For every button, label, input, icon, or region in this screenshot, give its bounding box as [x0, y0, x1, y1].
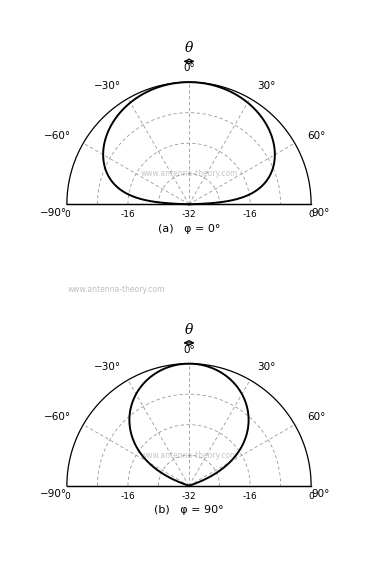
Text: -16: -16: [121, 211, 135, 220]
Text: www.antenna-theory.com: www.antenna-theory.com: [68, 285, 166, 294]
Text: (a)   φ = 0°: (a) φ = 0°: [158, 224, 220, 234]
Text: -16: -16: [243, 492, 257, 501]
Text: 30°: 30°: [257, 81, 276, 91]
Text: 0: 0: [308, 492, 314, 501]
Text: 0: 0: [64, 492, 70, 501]
Text: 0°: 0°: [183, 64, 195, 73]
Text: -16: -16: [121, 492, 135, 501]
Text: −30°: −30°: [93, 81, 121, 91]
Text: θ: θ: [185, 323, 193, 337]
Text: 90°: 90°: [311, 489, 330, 499]
Text: 60°: 60°: [307, 412, 326, 422]
Text: www.antenna-theory.com: www.antenna-theory.com: [140, 451, 238, 460]
Text: 0: 0: [64, 211, 70, 220]
Text: www.antenna-theory.com: www.antenna-theory.com: [140, 169, 238, 178]
Text: -16: -16: [243, 211, 257, 220]
Text: −60°: −60°: [43, 131, 71, 141]
Text: θ: θ: [185, 41, 193, 55]
Text: −30°: −30°: [93, 363, 121, 372]
Text: −90°: −90°: [40, 489, 67, 499]
Text: −90°: −90°: [40, 208, 67, 218]
Text: 90°: 90°: [311, 208, 330, 218]
Text: (b)   φ = 90°: (b) φ = 90°: [154, 506, 224, 515]
Text: −60°: −60°: [43, 412, 71, 422]
Text: 0: 0: [308, 211, 314, 220]
Text: 60°: 60°: [307, 131, 326, 141]
Text: 0°: 0°: [183, 345, 195, 355]
Text: -32: -32: [182, 211, 196, 220]
Text: -32: -32: [182, 492, 196, 501]
Text: 30°: 30°: [257, 363, 276, 372]
